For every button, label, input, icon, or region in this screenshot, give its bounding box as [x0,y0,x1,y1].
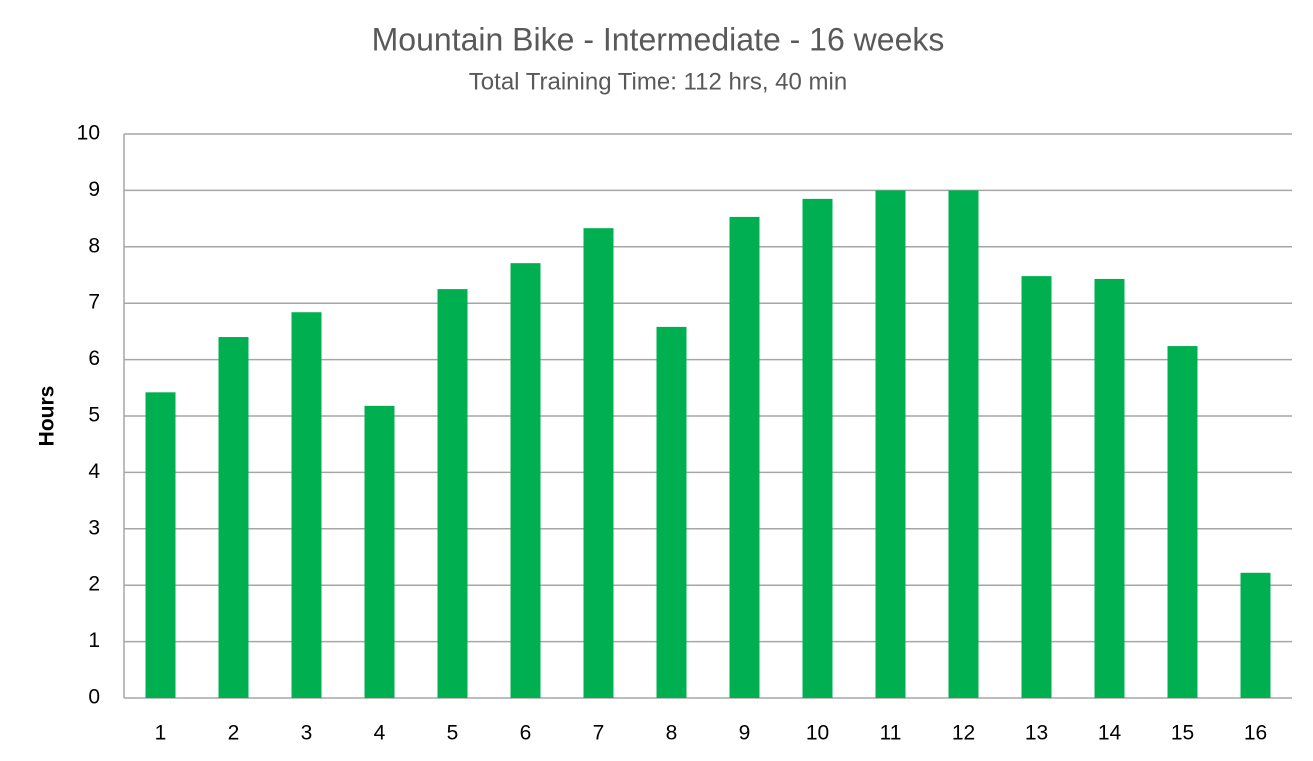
x-tick-label: 11 [880,722,902,745]
x-tick-label: 15 [1171,722,1194,745]
x-tick-label: 8 [666,722,678,745]
x-tick-label: 7 [593,722,605,745]
bar [1094,278,1125,698]
x-tick-label: 1 [155,722,167,745]
bar [802,198,833,699]
bar [437,289,468,698]
y-tick-label: 6 [88,347,100,370]
bar [656,326,687,698]
y-tick-label: 1 [88,629,100,652]
bar [145,392,176,698]
x-tick-label: 10 [806,722,829,745]
y-tick-label: 7 [88,291,100,314]
bar [218,337,249,698]
x-tick-label: 9 [739,722,751,745]
x-tick-label: 13 [1025,722,1048,745]
chart-subtitle: Total Training Time: 112 hrs, 40 min [469,68,847,95]
bar [291,312,322,698]
x-tick-label: 14 [1098,722,1122,745]
bar [583,228,614,699]
y-tick-label: 0 [88,686,100,709]
y-tick-label: 10 [77,122,100,145]
bar [364,405,395,698]
y-tick-label: 2 [88,573,100,596]
x-tick-label: 16 [1244,722,1267,745]
x-tick-label: 5 [447,722,459,745]
x-tick-label: 12 [952,722,975,745]
y-tick-label: 5 [88,404,100,427]
bar [1021,276,1052,698]
bar [510,263,541,698]
x-tick-label: 4 [374,722,386,745]
x-tick-label: 2 [228,722,240,745]
y-tick-label: 3 [88,516,100,539]
x-tick-label: 3 [301,722,313,745]
bar [948,190,979,698]
y-tick-label: 9 [88,178,100,201]
bar [729,216,760,698]
x-tick-label: 6 [520,722,532,745]
bar [1240,572,1271,698]
chart-title: Mountain Bike - Intermediate - 16 weeks [372,21,945,57]
bar [875,190,906,698]
y-tick-label: 8 [88,234,100,257]
y-tick-label: 4 [88,460,100,483]
y-axis-label: Hours [36,386,59,447]
bar [1167,346,1198,698]
